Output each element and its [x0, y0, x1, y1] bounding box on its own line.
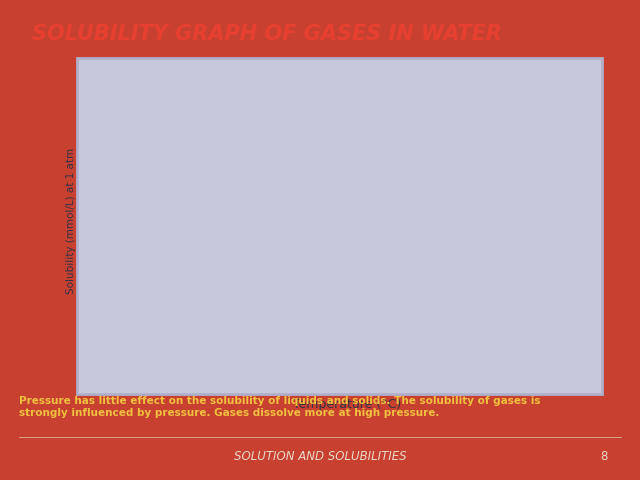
- X-axis label: Temperature (°C): Temperature (°C): [293, 398, 401, 411]
- Text: SOLUTION AND SOLUBILITIES: SOLUTION AND SOLUBILITIES: [234, 449, 406, 463]
- Text: CO₂: CO₂: [404, 130, 441, 182]
- Text: N₂: N₂: [156, 297, 191, 348]
- Text: Xe: Xe: [229, 276, 253, 300]
- Y-axis label: Solubility (mmol/L) at 1 atm: Solubility (mmol/L) at 1 atm: [65, 148, 76, 294]
- Text: O₂: O₂: [118, 314, 131, 339]
- Text: Pressure has little effect on the solubility of liquids and solids. The solubili: Pressure has little effect on the solubi…: [19, 396, 541, 418]
- Text: SOLUBILITY GRAPH OF GASES IN WATER: SOLUBILITY GRAPH OF GASES IN WATER: [32, 24, 502, 44]
- Text: 8: 8: [600, 449, 608, 463]
